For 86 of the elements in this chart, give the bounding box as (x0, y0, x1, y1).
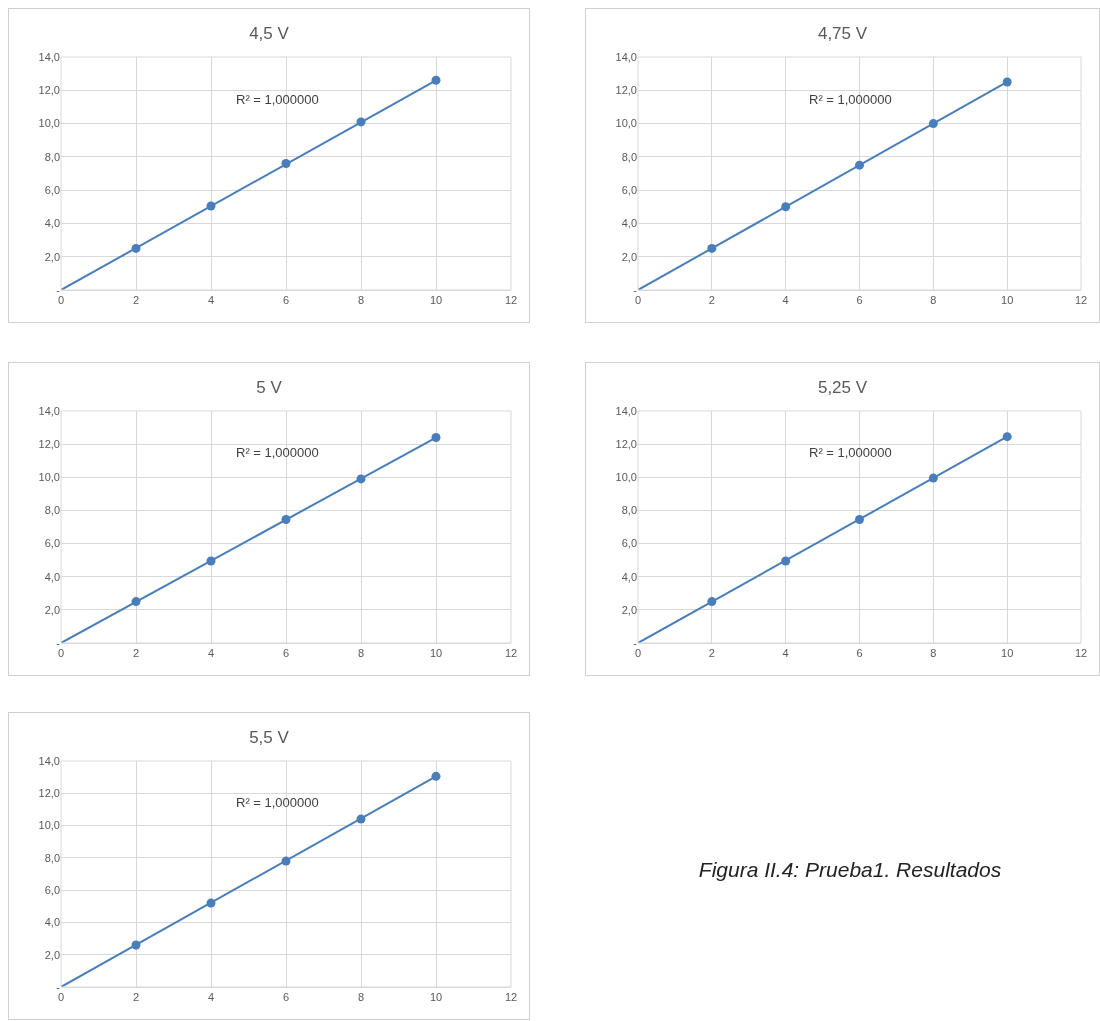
chart-title: 4,75 V (817, 23, 868, 43)
y-tick-label: 12,0 (615, 437, 637, 450)
y-tick-label: 12,0 (38, 787, 60, 800)
x-tick-label: 8 (357, 647, 365, 660)
x-tick-label: 4 (207, 294, 215, 307)
chart-title: 5 V (256, 377, 283, 397)
y-tick-label: 4,0 (621, 570, 637, 583)
x-tick-label: 6 (282, 991, 290, 1004)
y-tick-label: 2,0 (44, 250, 60, 263)
x-tick-label: 8 (357, 294, 365, 307)
text: Figura II.4: Prueba1. Resultados (697, 858, 1003, 882)
y-tick-label: 10,0 (615, 117, 637, 130)
x-tick-label: 0 (634, 294, 642, 307)
x-tick-label: 0 (57, 647, 65, 660)
x-tick-label: 12 (1074, 647, 1088, 660)
x-tick-label: 8 (357, 991, 365, 1004)
y-tick-label: 8,0 (44, 150, 60, 163)
x-tick-label: 10 (429, 294, 443, 307)
y-tick-label: 6,0 (44, 883, 60, 896)
y-tick-label: 4,0 (44, 570, 60, 583)
x-tick-label: 0 (57, 991, 65, 1004)
chart-title: 5,5 V (249, 727, 290, 747)
x-tick-label: 4 (207, 991, 215, 1004)
y-tick-label: 6,0 (44, 183, 60, 196)
x-tick-label: 12 (1074, 294, 1088, 307)
x-tick-label: 0 (57, 294, 65, 307)
y-tick-label: 10,0 (38, 471, 60, 484)
x-tick-label: 12 (504, 991, 518, 1004)
annotation: R² = 1,000000 (236, 445, 319, 460)
y-tick-label: 2,0 (621, 250, 637, 263)
x-tick-label: 6 (856, 647, 863, 660)
y-tick-label: 10,0 (38, 819, 60, 832)
x-tick-label: 2 (132, 991, 140, 1004)
y-tick-label: 12,0 (38, 84, 60, 97)
x-tick-label: 10 (1001, 294, 1014, 307)
x-tick-label: 4 (782, 294, 789, 307)
annotation: R² = 1,000000 (809, 445, 892, 460)
x-tick-label: 12 (504, 294, 518, 307)
x-tick-label: 10 (429, 991, 443, 1004)
y-tick-label: 6,0 (621, 183, 637, 196)
y-tick-label: 12,0 (38, 437, 60, 450)
y-tick-label: 4,0 (44, 916, 60, 929)
annotation: R² = 1,000000 (809, 92, 892, 107)
chart-title: 5,25 V (817, 377, 868, 397)
y-tick-label: 6,0 (621, 537, 637, 550)
x-tick-label: 10 (429, 647, 443, 660)
x-tick-label: 2 (708, 647, 715, 660)
y-tick-label: 14,0 (615, 50, 637, 63)
y-tick-label: 2,0 (44, 603, 60, 616)
x-tick-label: 2 (132, 647, 140, 660)
y-tick-label: 8,0 (44, 504, 60, 517)
y-tick-label: 14,0 (38, 404, 60, 417)
x-tick-label: 2 (132, 294, 140, 307)
y-tick-label: - (633, 636, 638, 649)
x-tick-label: 6 (856, 294, 863, 307)
y-tick-label: 10,0 (615, 471, 637, 484)
x-tick-label: 12 (504, 647, 518, 660)
x-tick-label: 4 (782, 647, 789, 660)
x-tick-label: 0 (634, 647, 642, 660)
annotation: R² = 1,000000 (236, 92, 319, 107)
y-tick-label: - (56, 636, 61, 649)
y-tick-label: 4,0 (44, 217, 60, 230)
y-tick-label: 8,0 (621, 504, 637, 517)
y-tick-label: 8,0 (621, 150, 637, 163)
chart-title: 4,5 V (249, 23, 290, 43)
y-tick-label: 14,0 (38, 50, 60, 63)
y-tick-label: 12,0 (615, 84, 637, 97)
x-tick-label: 2 (708, 294, 715, 307)
y-tick-label: 14,0 (38, 754, 60, 767)
y-tick-label: 2,0 (44, 948, 60, 961)
y-tick-label: - (56, 283, 61, 296)
y-tick-label: 8,0 (44, 851, 60, 864)
y-tick-label: - (633, 283, 638, 296)
x-tick-label: 4 (207, 647, 215, 660)
y-tick-label: 10,0 (38, 117, 60, 130)
y-tick-label: - (56, 980, 61, 993)
y-tick-label: 14,0 (615, 404, 637, 417)
y-tick-label: 4,0 (621, 217, 637, 230)
annotation: R² = 1,000000 (236, 795, 319, 810)
x-tick-label: 6 (282, 294, 290, 307)
x-tick-label: 8 (930, 647, 937, 660)
y-tick-label: 2,0 (621, 603, 637, 616)
x-tick-label: 10 (1001, 647, 1014, 660)
x-tick-label: 6 (282, 647, 290, 660)
x-tick-label: 8 (930, 294, 937, 307)
y-tick-label: 6,0 (44, 537, 60, 550)
